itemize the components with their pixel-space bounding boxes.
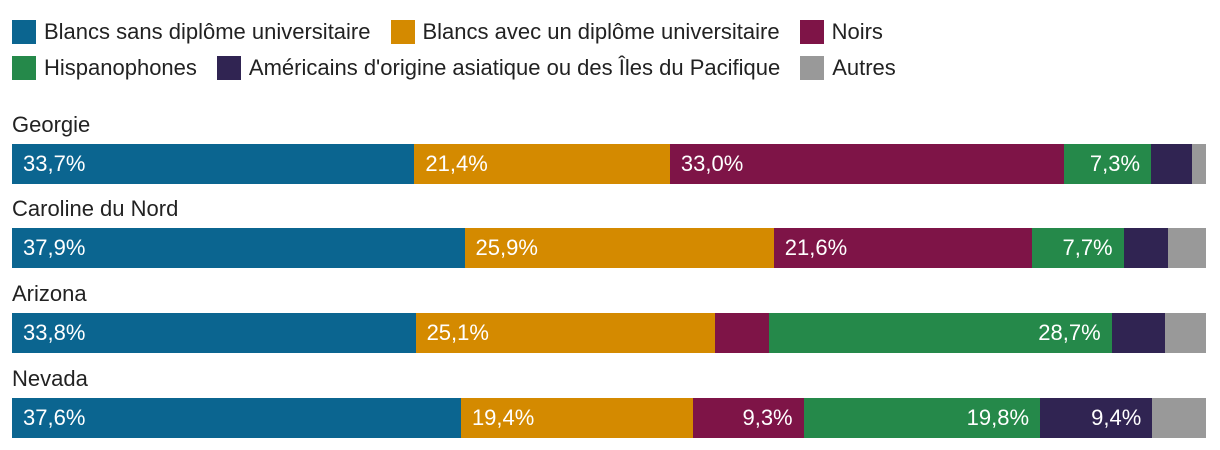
data-label: 37,9% (23, 235, 86, 260)
data-label: 21,4% (425, 151, 488, 176)
bar-segment (715, 313, 769, 353)
bar-segment (669, 144, 1064, 184)
data-label: 33,8% (23, 320, 86, 345)
bar-segment (1167, 228, 1206, 268)
bar-segment (803, 398, 1041, 438)
bar-segment (1063, 144, 1152, 184)
data-label: 33,0% (680, 151, 744, 176)
bar-nevada: 37,6% 19,4% 9,3% 19,8% 9,4% (12, 398, 1206, 438)
bar-arizona: 33,8% 25,1% 28,7% (12, 313, 1206, 353)
legend-row-2: Hispanophones Américains d'origine asiat… (12, 50, 1212, 86)
bar-segment (1191, 144, 1206, 184)
bar-caroline-du-nord: 37,9% 25,9% 21,6% 7,7% (12, 228, 1206, 268)
legend-item: Hispanophones (12, 55, 197, 81)
bar-segment (12, 313, 416, 353)
data-label: 28,7% (1038, 320, 1101, 345)
legend-swatch (216, 56, 241, 80)
legend-swatch (800, 56, 825, 80)
legend-label: Blancs sans diplôme universitaire (44, 19, 371, 44)
data-label: 9,4% (1091, 405, 1142, 430)
legend-label: Américains d'origine asiatique ou des Îl… (248, 55, 781, 80)
legend-label: Hispanophones (44, 55, 197, 80)
legend-swatch (390, 20, 415, 44)
data-label: 19,8% (966, 405, 1030, 430)
legend-swatch (12, 20, 36, 44)
legend-row-1: Blancs sans diplôme universitaire Blancs… (12, 14, 1212, 50)
state-label-arizona: Arizona (12, 281, 87, 306)
bar-segment (773, 228, 1032, 268)
state-label-nevada: Nevada (12, 366, 88, 391)
data-label: 7,7% (1062, 235, 1113, 260)
bar-segment (1151, 144, 1192, 184)
data-label: 9,3% (742, 405, 793, 430)
bar-georgie: 33,7% 21,4% 33,0% 7,3% (12, 144, 1206, 184)
legend-item: Noirs (799, 19, 883, 45)
data-label: 25,9% (475, 235, 538, 260)
data-label: 7,3% (1089, 151, 1141, 176)
bar-segment (12, 398, 461, 438)
legend-item: Blancs sans diplôme universitaire (12, 19, 371, 45)
bar-segment (414, 144, 670, 184)
legend-item: Blancs avec un diplôme universitaire (390, 19, 780, 45)
legend-label: Autres (832, 55, 896, 80)
legend-swatch (799, 20, 824, 44)
legend-item: Américains d'origine asiatique ou des Îl… (216, 55, 781, 81)
bar-segment (1123, 228, 1168, 268)
data-label: 33,7% (23, 151, 86, 176)
bar-segment (1031, 228, 1124, 268)
bar-segment (460, 398, 693, 438)
bar-segment (1111, 313, 1166, 353)
legend-label: Noirs (831, 19, 883, 44)
data-label: 25,1% (426, 320, 489, 345)
state-label-georgie: Georgie (12, 112, 91, 137)
data-label: 21,6% (784, 235, 848, 260)
bar-segment (1040, 398, 1153, 438)
state-label-caroline-du-nord: Caroline du Nord (12, 196, 179, 221)
data-label: 37,6% (23, 405, 86, 430)
legend-label: Blancs avec un diplôme universitaire (422, 19, 780, 44)
bar-segment (692, 398, 804, 438)
legend-swatch (12, 56, 36, 80)
bar-segment (12, 144, 415, 184)
bar-segment (1152, 398, 1206, 438)
bar-segment (415, 313, 716, 353)
legend: Blancs sans diplôme universitaire Blancs… (12, 14, 1212, 86)
legend-item: Autres (800, 55, 896, 81)
bar-segment (12, 228, 465, 268)
bar-segment (464, 228, 774, 268)
data-label: 19,4% (471, 405, 535, 430)
bar-segment (1165, 313, 1206, 353)
bar-segment (768, 313, 1112, 353)
